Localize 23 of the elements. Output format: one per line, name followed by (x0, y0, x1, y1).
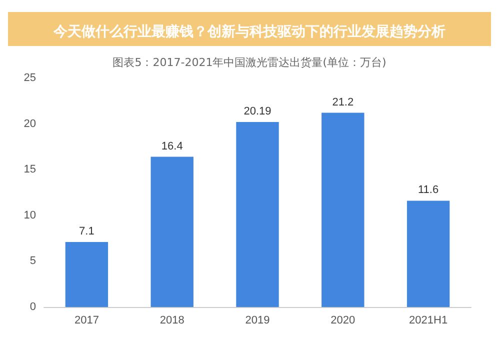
x-tick-label: 2020 (330, 314, 356, 326)
x-tick-label: 2019 (245, 314, 270, 326)
data-label: 11.6 (418, 184, 439, 196)
y-tick-label: 0 (30, 301, 36, 313)
x-tick-label: 2018 (160, 314, 184, 326)
y-tick-label: 5 (30, 255, 36, 268)
y-tick-label: 15 (24, 164, 36, 176)
bar (406, 200, 450, 307)
data-label: 20.19 (244, 106, 272, 118)
data-label: 16.4 (161, 140, 183, 152)
y-tick-label: 25 (24, 72, 36, 84)
bar (322, 112, 364, 307)
x-tick-label: 2017 (74, 314, 99, 326)
bar (65, 242, 108, 307)
y-tick-label: 10 (24, 209, 36, 222)
bar (150, 156, 194, 307)
data-label: 7.1 (79, 225, 94, 238)
chart-title: 今天做什么行业最赚钱？创新与科技驱动下的行业发展趋势分析 (52, 23, 446, 40)
bar (236, 122, 279, 307)
chart-subtitle: 图表5：2017-2021年中国激光雷达出货量(单位：万台) (112, 56, 386, 69)
y-tick-label: 20 (24, 118, 36, 130)
x-tick-label: 2021H1 (409, 314, 448, 326)
data-label: 21.2 (332, 96, 354, 108)
